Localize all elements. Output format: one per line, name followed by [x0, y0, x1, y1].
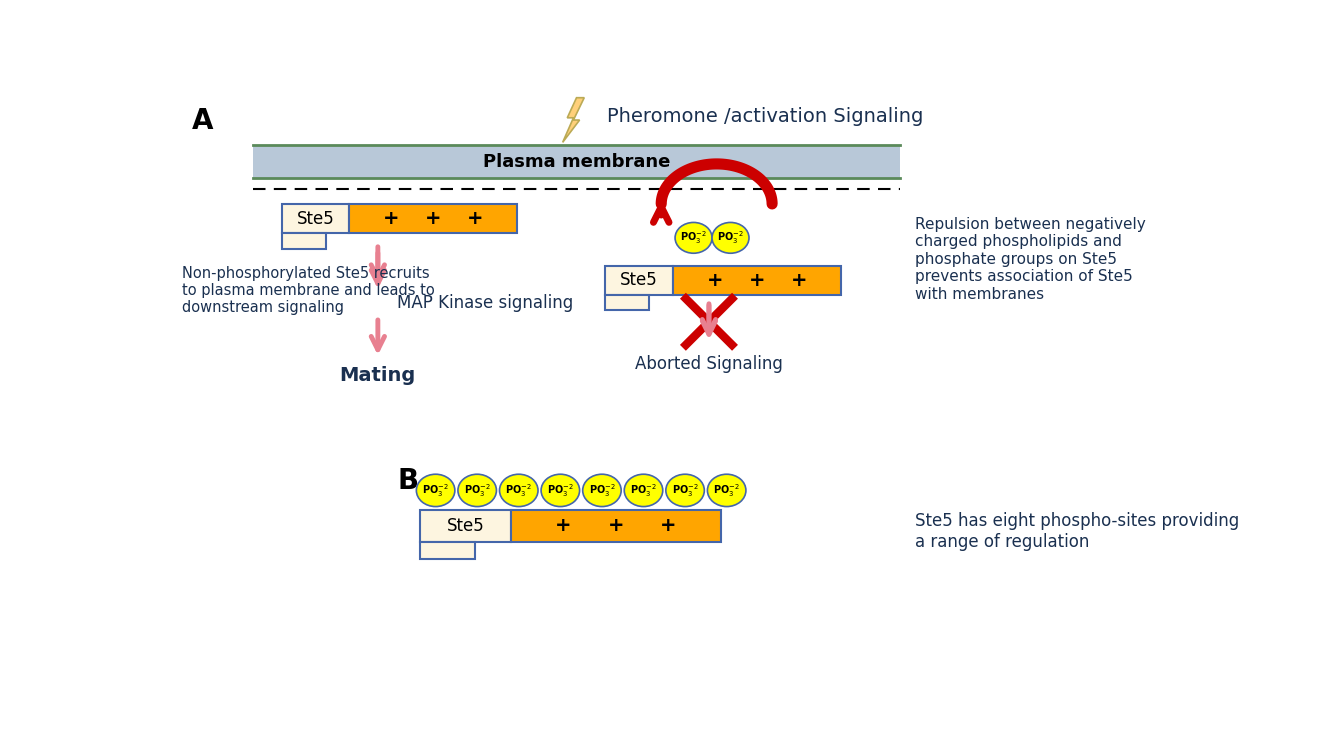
Text: Repulsion between negatively
charged phospholipids and
phosphate groups on Ste5
: Repulsion between negatively charged pho…	[916, 217, 1146, 302]
Text: Aborted Signaling: Aborted Signaling	[635, 355, 782, 373]
Ellipse shape	[666, 474, 704, 506]
Text: +: +	[790, 271, 806, 290]
Text: +: +	[608, 516, 624, 536]
Text: +: +	[467, 209, 484, 228]
FancyBboxPatch shape	[349, 204, 517, 233]
Text: PO$_3^{-2}$: PO$_3^{-2}$	[672, 482, 698, 499]
Text: Ste5: Ste5	[297, 209, 335, 227]
Text: PO$_3^{-2}$: PO$_3^{-2}$	[713, 482, 740, 499]
Text: B: B	[397, 467, 419, 495]
FancyBboxPatch shape	[281, 204, 349, 233]
Text: PO$_3^{-2}$: PO$_3^{-2}$	[631, 482, 657, 499]
Text: +: +	[555, 516, 572, 536]
Ellipse shape	[416, 474, 455, 506]
Text: PO$_3^{-2}$: PO$_3^{-2}$	[464, 482, 491, 499]
Text: PO$_3^{-2}$: PO$_3^{-2}$	[547, 482, 573, 499]
Text: +: +	[748, 271, 765, 290]
Text: Ste5: Ste5	[447, 517, 484, 535]
Text: Plasma membrane: Plasma membrane	[483, 152, 670, 170]
Ellipse shape	[708, 474, 746, 506]
FancyBboxPatch shape	[605, 266, 673, 295]
Text: PO$_3^{-2}$: PO$_3^{-2}$	[589, 482, 616, 499]
Ellipse shape	[541, 474, 580, 506]
Text: +: +	[425, 209, 441, 228]
Ellipse shape	[674, 223, 712, 254]
Ellipse shape	[500, 474, 539, 506]
Text: PO$_3^{-2}$: PO$_3^{-2}$	[717, 230, 744, 246]
Ellipse shape	[583, 474, 621, 506]
Text: A: A	[192, 107, 213, 135]
Text: MAP Kinase signaling: MAP Kinase signaling	[397, 294, 573, 312]
Text: PO$_3^{-2}$: PO$_3^{-2}$	[680, 230, 706, 246]
FancyBboxPatch shape	[420, 510, 511, 542]
Text: +: +	[383, 209, 400, 228]
FancyBboxPatch shape	[605, 295, 649, 310]
Text: +: +	[660, 516, 676, 536]
FancyBboxPatch shape	[253, 146, 900, 178]
Text: Pheromone /activation Signaling: Pheromone /activation Signaling	[608, 107, 924, 126]
FancyBboxPatch shape	[281, 233, 325, 248]
Text: Mating: Mating	[340, 366, 416, 385]
FancyBboxPatch shape	[673, 266, 841, 295]
Text: Ste5 has eight phospho-sites providing
a range of regulation: Ste5 has eight phospho-sites providing a…	[916, 512, 1240, 550]
Polygon shape	[563, 98, 584, 142]
FancyBboxPatch shape	[420, 542, 475, 559]
Ellipse shape	[624, 474, 663, 506]
Text: PO$_3^{-2}$: PO$_3^{-2}$	[423, 482, 449, 499]
Text: Non-phosphorylated Ste5 recruits
to plasma membrane and leads to
downstream sign: Non-phosphorylated Ste5 recruits to plas…	[181, 266, 435, 315]
Ellipse shape	[712, 223, 749, 254]
Ellipse shape	[459, 474, 496, 506]
Text: PO$_3^{-2}$: PO$_3^{-2}$	[505, 482, 532, 499]
FancyBboxPatch shape	[511, 510, 721, 542]
Text: Ste5: Ste5	[620, 272, 657, 290]
Text: +: +	[706, 271, 722, 290]
